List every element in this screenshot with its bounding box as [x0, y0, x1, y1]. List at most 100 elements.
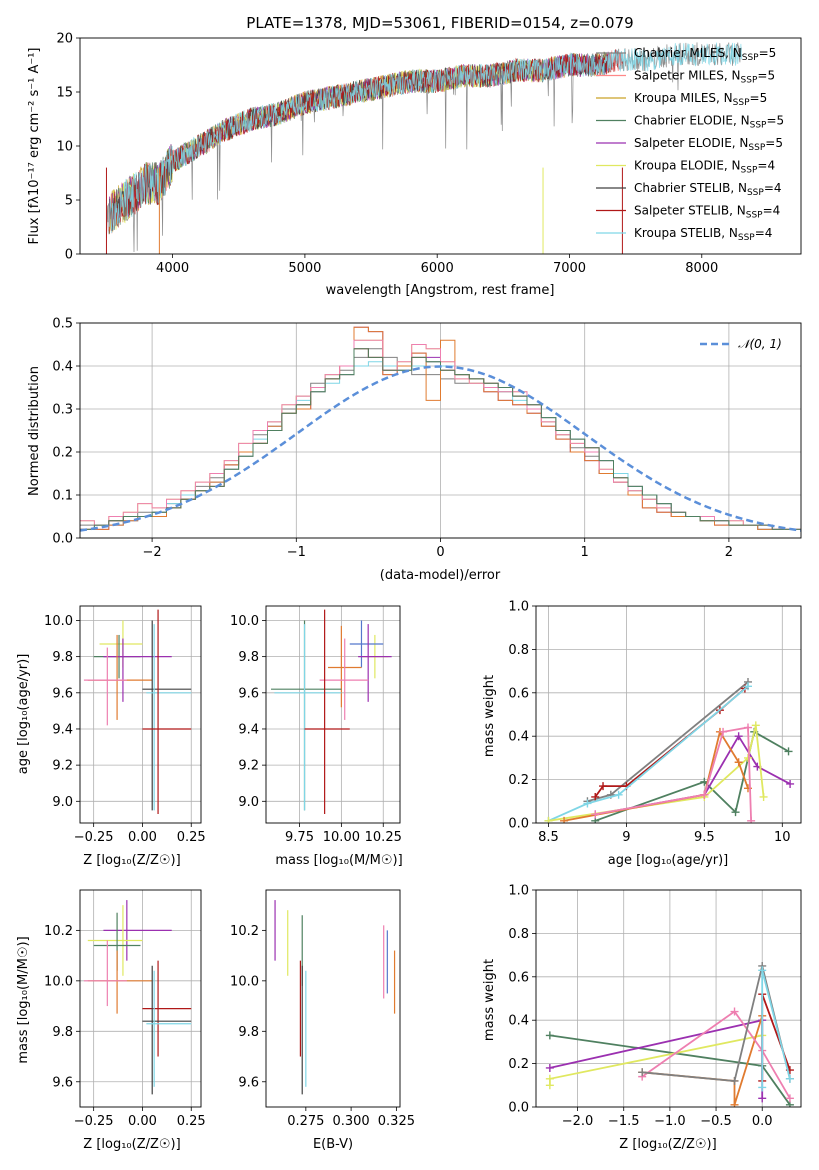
massweight-vs-age-marker-pink [591, 810, 600, 819]
massweight-vs-age-ytick-label: 0.4 [508, 730, 529, 745]
massweight-vs-age-ytick-label: 0.0 [508, 817, 529, 832]
massweight-vs-age-marker-pink [744, 723, 752, 732]
spectrum-xlabel: wavelength [Angstrom, rest frame] [326, 283, 555, 298]
massweight-vs-age-line-kroupa_stelib [548, 685, 749, 822]
massweight-vs-z-marker-chabrier_miles [730, 1076, 739, 1085]
spectrum-line-kroupa_elodie [108, 58, 544, 232]
chart-mass-vs-z: −0.25 0.00 0.25 9.6 9.8 10.0 10.2 [44, 889, 206, 1129]
massweight-vs-z-ytick-label: 0.0 [508, 1101, 529, 1116]
spectrum-xtick-label: 8000 [685, 261, 718, 276]
chart-mass-vs-ebv: 0.275 0.300 0.325 9.6 9.8 10.0 10.2 [230, 889, 415, 1129]
mwz-xlabel: Z [log₁₀(Z/Z☉)] [619, 1137, 716, 1152]
residuals-ytick-label: 0.4 [52, 360, 73, 375]
massweight-vs-age-line-chabrier_elodie [594, 730, 789, 822]
mass-vs-z-frame [79, 889, 202, 1108]
chart-age-vs-mass: 9.75 10.00 10.25 9.0 9.2 9.4 9.6 9.8 10.0 [230, 605, 402, 845]
massweight-vs-z-line-salpeter_stelib [761, 993, 791, 1081]
spectrum-xtick-label: 4000 [156, 261, 189, 276]
massweight-vs-z-xtick-label: 0.0 [752, 1114, 773, 1129]
age-vs-mass-ytick-label: 9.0 [238, 795, 259, 810]
legend-text-salpeter_stelib: Salpeter STELIB, NSSP=4 [634, 204, 780, 221]
massweight-vs-age-marker-orange [734, 758, 743, 767]
massweight-vs-age-xtick-label: 9 [622, 830, 630, 845]
residuals-xtick-label: 2 [725, 545, 733, 560]
massweight-vs-age-marker-kroupa_elodie [544, 816, 553, 823]
massweight-vs-age-marker-salpeter_elodie [734, 732, 743, 741]
massweight-vs-z-plot-area [545, 961, 794, 1107]
residuals-ylabel: Normed distribution [27, 366, 42, 496]
mass-vs-z-ytick-label: 9.8 [52, 1025, 73, 1040]
legend-text-chabrier_elodie: Chabrier ELODIE, NSSP=5 [634, 114, 784, 131]
chart-residuals: −2 −1 0 1 2 0.0 0.1 0.2 0.3 0.4 0.5 𝒩(0, 1) [52, 317, 802, 560]
spectrum-frame [79, 37, 802, 255]
spectrum-ylabel: Flux [fλ10⁻¹⁷ erg cm⁻² s⁻¹ A⁻¹] [27, 48, 42, 245]
mass-vs-z-xtick-label: 0.25 [177, 1114, 206, 1129]
residuals-ytick-label: 0.3 [52, 403, 73, 418]
massweight-vs-age-marker-kroupa_stelib [744, 682, 752, 691]
mass-vs-z-xtick-label: 0.00 [128, 1114, 157, 1129]
massweight-vs-age-marker-pink [700, 790, 709, 799]
massweight-vs-z-line-pink [641, 1010, 791, 1099]
massweight-vs-age-line-pink [595, 726, 752, 821]
massweight-vs-z-xtick-label: −1.5 [608, 1114, 640, 1129]
massweight-vs-z-marker-kroupa_elodie [545, 1074, 554, 1083]
spectrum-xtick-label: 6000 [421, 261, 454, 276]
mass-vs-ebv-ytick-label: 10.0 [230, 974, 259, 989]
mass-vs-z-ytick-label: 9.6 [52, 1075, 73, 1090]
massweight-vs-age-marker-kroupa_stelib [614, 790, 623, 799]
agemass-xlabel: mass [log₁₀(M/M☉)] [275, 853, 402, 868]
massweight-vs-z-marker-orange [730, 1100, 739, 1107]
massweight-vs-z-ytick-label: 0.8 [508, 927, 529, 942]
agez-ylabel: age [log₁₀(age/yr)] [16, 654, 31, 775]
massweight-vs-z-marker-kroupa_stelib [758, 966, 767, 975]
massweight-vs-z-ytick-label: 1.0 [508, 884, 529, 899]
mass-vs-ebv-ytick-label: 9.8 [238, 1025, 259, 1040]
residuals-xtick-label: −1 [287, 545, 306, 560]
massweight-vs-z-xtick-label: −1.0 [654, 1114, 686, 1129]
spectrum-xtick-label: 7000 [553, 261, 586, 276]
massweight-vs-age-marker-pink [747, 816, 756, 823]
mass-vs-z-plot-area [83, 900, 192, 1095]
legend-text-kroupa_elodie: Kroupa ELODIE, NSSP=4 [634, 159, 775, 176]
spectrum-ytick-label: 15 [56, 86, 73, 101]
legend-normal-label: 𝒩(0, 1) [738, 337, 782, 351]
massweight-vs-age-marker-salpeter_stelib [599, 782, 608, 791]
age-vs-mass-xtick-label: 10.25 [365, 830, 402, 845]
residuals-frame [79, 322, 802, 539]
mwage-ylabel: mass weight [482, 675, 497, 757]
massweight-vs-age-marker-pink [719, 727, 728, 736]
legend-text-kroupa_miles: Kroupa MILES, NSSP=5 [634, 91, 767, 108]
massweight-vs-z-marker-pink [785, 1094, 794, 1103]
mwage-xlabel: age [log₁₀(age/yr)] [608, 853, 729, 868]
age-vs-z-ytick-label: 10.0 [44, 614, 73, 629]
age-vs-mass-ytick-label: 10.0 [230, 614, 259, 629]
chart-massweight-vs-z: −2.0 −1.5 −1.0 −0.5 0.0 0.0 0.2 0.4 0.6 0.8 1.0 [508, 884, 802, 1129]
massweight-vs-z-ytick-label: 0.2 [508, 1057, 529, 1072]
age-vs-mass-ytick-label: 9.6 [238, 686, 259, 701]
massweight-vs-z-ytick-label: 0.4 [508, 1014, 529, 1029]
mass-vs-ebv-xtick-label: 0.325 [378, 1114, 415, 1129]
age-vs-z-ytick-label: 9.8 [52, 650, 73, 665]
mass-vs-z-ytick-label: 10.2 [44, 924, 73, 939]
massweight-vs-z-marker-kroupa_stelib [785, 1074, 794, 1083]
legend-text-chabrier_stelib: Chabrier STELIB, NSSP=4 [634, 181, 782, 198]
massebv-xlabel: E(B-V) [313, 1137, 353, 1152]
massweight-vs-age-frame [535, 605, 802, 824]
massweight-vs-z-marker-chabrier_miles [638, 1068, 647, 1077]
chart-massweight-vs-age: 8.5 9 9.5 10 0.0 0.2 0.4 0.6 0.8 1.0 [508, 600, 802, 845]
spectrum-line-salpeter_elodie [108, 51, 610, 233]
mass-vs-ebv-plot-area [274, 900, 396, 1095]
massweight-vs-age-marker-orange [560, 816, 569, 823]
massweight-vs-age-ytick-label: 0.8 [508, 643, 529, 658]
mass-vs-ebv-frame [265, 889, 401, 1108]
massweight-vs-age-ytick-label: 0.2 [508, 773, 529, 788]
massweight-vs-age-marker-kroupa_stelib [583, 799, 592, 808]
massweight-vs-z-ytick-label: 0.6 [508, 970, 529, 985]
spectrum-ytick-label: 0 [65, 248, 73, 263]
mass-vs-z-ytick-label: 10.0 [44, 974, 73, 989]
age-vs-z-xtick-label: −0.25 [74, 830, 114, 845]
mass-vs-ebv-xtick-label: 0.300 [332, 1114, 369, 1129]
spectrum-ytick-label: 5 [65, 194, 73, 209]
residuals-ytick-label: 0.2 [52, 446, 73, 461]
